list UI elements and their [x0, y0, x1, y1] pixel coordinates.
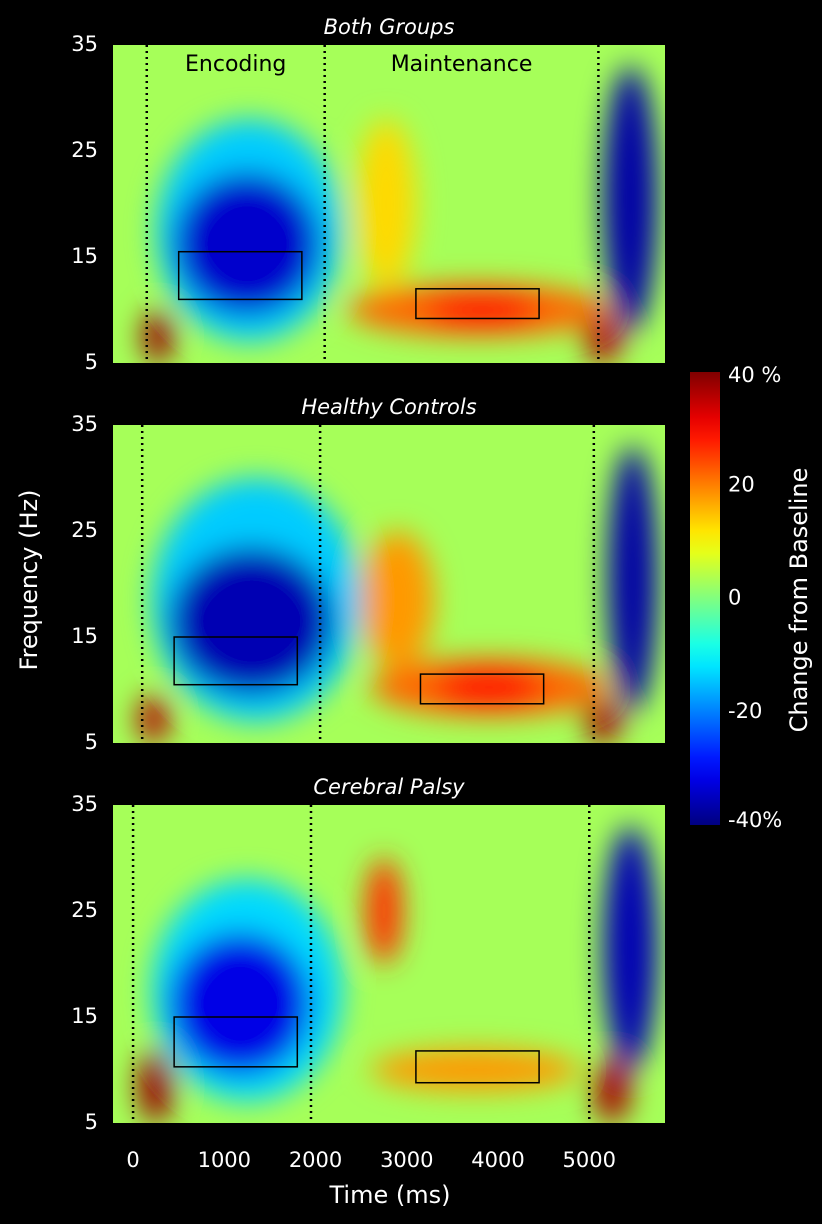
- analysis-box: [173, 1016, 299, 1068]
- heatmap: [113, 805, 665, 1123]
- heatmap-region: [137, 695, 170, 743]
- heatmap-regions: [137, 826, 658, 1123]
- heatmap-region: [142, 310, 175, 363]
- analysis-box: [419, 673, 545, 705]
- heatmap-region: [607, 446, 658, 712]
- heatmap-region: [434, 668, 544, 706]
- x-tick-label: 3000: [380, 1148, 433, 1172]
- x-tick-label: 4000: [471, 1148, 524, 1172]
- colorbar-tick-label: 0: [728, 586, 741, 610]
- analysis-box: [177, 250, 303, 301]
- analysis-box: [415, 1050, 540, 1084]
- colorbar-tick-label: 20: [728, 472, 755, 496]
- y-tick-label: 15: [71, 624, 98, 648]
- heatmap: [113, 425, 665, 743]
- annotation: Maintenance: [391, 52, 533, 77]
- panel-title: Cerebral Palsy: [313, 775, 465, 799]
- y-tick-label: 5: [85, 1110, 98, 1134]
- heatmap-region: [584, 700, 622, 743]
- panel-title: Healthy Controls: [301, 395, 476, 419]
- y-tick-label: 35: [71, 792, 98, 816]
- heatmap-region: [174, 172, 321, 316]
- y-tick-label: 25: [71, 138, 98, 162]
- heatmap-region: [365, 858, 403, 964]
- heatmap-region: [602, 826, 658, 1070]
- analysis-box: [173, 636, 299, 686]
- y-tick-label: 25: [71, 898, 98, 922]
- analysis-box: [415, 288, 540, 320]
- annotation: Encoding: [185, 52, 286, 77]
- x-tick-label: 2000: [289, 1148, 342, 1172]
- heatmap-region: [584, 315, 622, 363]
- heatmap-region: [593, 1059, 631, 1123]
- heatmap-region: [169, 546, 334, 696]
- colorbar-label: Change from Baseline: [785, 468, 813, 733]
- colorbar: [690, 372, 720, 825]
- heatmap-region: [137, 1048, 175, 1123]
- heatmap-region: [602, 66, 658, 332]
- y-tick-label: 5: [85, 350, 98, 374]
- y-tick-label: 35: [71, 32, 98, 56]
- panel-title: Both Groups: [324, 15, 455, 39]
- heatmap-region: [370, 1048, 581, 1092]
- colorbar-tick-label: -20: [728, 699, 762, 723]
- y-tick-label: 15: [71, 1004, 98, 1028]
- heatmap-region: [169, 932, 311, 1076]
- y-tick-label: 5: [85, 730, 98, 754]
- y-tick-label: 25: [71, 518, 98, 542]
- x-axis-label: Time (ms): [329, 1181, 451, 1209]
- heatmap: [113, 45, 665, 363]
- heatmap-regions: [142, 66, 658, 363]
- heatmap-region: [425, 294, 540, 326]
- y-axis-label: Frequency (Hz): [15, 490, 43, 671]
- colorbar-tick-label: -40%: [728, 808, 782, 832]
- x-tick-label: 1000: [198, 1148, 251, 1172]
- x-tick-label: 0: [126, 1148, 139, 1172]
- heatmap-regions: [137, 446, 658, 743]
- heatmap-region: [361, 531, 435, 669]
- y-tick-label: 15: [71, 244, 98, 268]
- y-tick-label: 35: [71, 412, 98, 436]
- colorbar-tick-label: 40 %: [728, 363, 781, 387]
- x-tick-label: 5000: [563, 1148, 616, 1172]
- heatmap-region: [356, 119, 416, 289]
